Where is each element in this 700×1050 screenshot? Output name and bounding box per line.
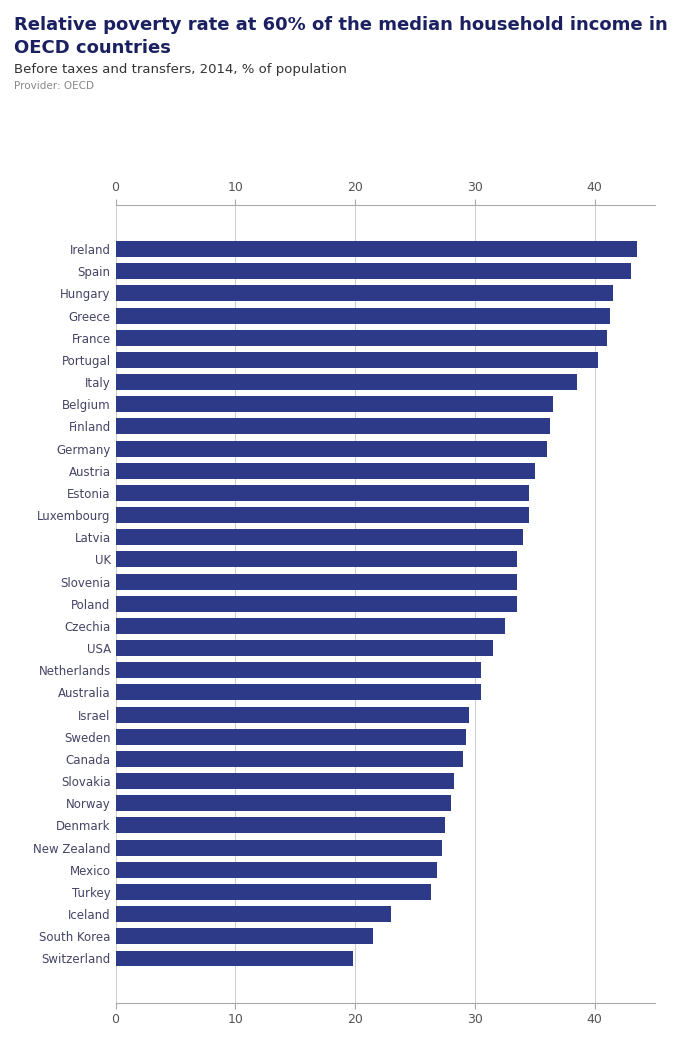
Bar <box>116 751 463 766</box>
Bar <box>116 818 445 834</box>
Text: Before taxes and transfers, 2014, % of population: Before taxes and transfers, 2014, % of p… <box>14 63 347 76</box>
Text: figure.nz: figure.nz <box>568 16 650 33</box>
Bar <box>116 928 373 944</box>
Bar <box>116 418 550 435</box>
Bar <box>116 640 493 656</box>
Bar <box>116 264 631 279</box>
Bar <box>116 396 553 413</box>
Bar <box>116 595 517 612</box>
Bar <box>116 707 469 722</box>
Bar <box>116 840 442 856</box>
Bar <box>116 507 528 523</box>
Bar <box>116 950 353 966</box>
Bar <box>116 906 391 922</box>
Bar <box>116 308 610 323</box>
Bar <box>116 242 636 257</box>
Bar <box>116 529 523 545</box>
Bar <box>116 352 598 367</box>
Bar <box>116 374 577 390</box>
Text: Relative poverty rate at 60% of the median household income in: Relative poverty rate at 60% of the medi… <box>14 16 668 34</box>
Bar <box>116 551 517 567</box>
Bar <box>116 795 451 812</box>
Bar <box>116 663 481 678</box>
Bar <box>116 862 437 878</box>
Bar <box>116 773 454 790</box>
Bar <box>116 463 535 479</box>
Bar <box>116 618 505 634</box>
Bar <box>116 330 607 345</box>
Text: OECD countries: OECD countries <box>14 39 171 57</box>
Bar <box>116 884 430 900</box>
Bar <box>116 573 517 589</box>
Bar <box>116 485 528 501</box>
Bar <box>116 286 612 301</box>
Text: Provider: OECD: Provider: OECD <box>14 81 94 91</box>
Bar <box>116 685 481 700</box>
Bar <box>116 729 466 744</box>
Bar <box>116 441 547 457</box>
